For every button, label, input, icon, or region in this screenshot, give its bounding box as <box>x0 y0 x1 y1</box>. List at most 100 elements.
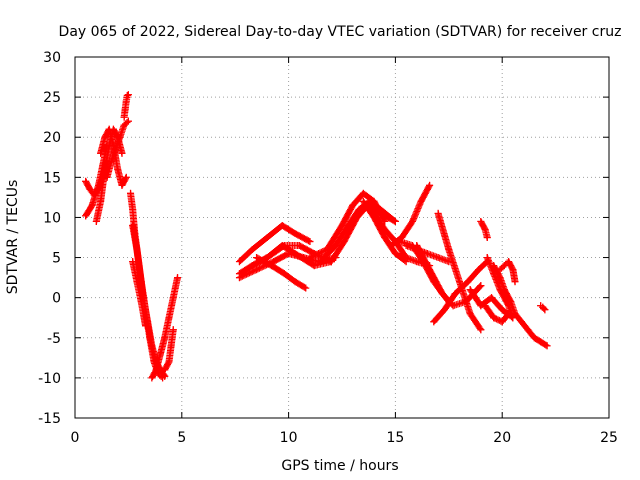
data-point <box>327 258 335 266</box>
data-point <box>505 258 513 266</box>
data-point <box>129 205 137 213</box>
data-point <box>235 258 243 266</box>
data-point <box>413 258 421 266</box>
data-point <box>402 254 410 262</box>
data-point <box>541 306 549 314</box>
y-axis-label: SDTVAR / TECUs <box>5 180 21 295</box>
data-point <box>402 242 410 250</box>
data-point <box>359 197 367 205</box>
data-point <box>477 282 485 290</box>
data-point <box>114 165 122 173</box>
data-point <box>426 266 434 274</box>
data-point <box>445 246 453 254</box>
data-point <box>438 290 446 298</box>
data-point <box>430 318 438 326</box>
data-point <box>543 342 551 350</box>
data-point <box>396 238 404 246</box>
data-point <box>338 221 346 229</box>
data-point <box>152 366 160 374</box>
data-point <box>167 342 175 350</box>
data-point <box>253 266 261 274</box>
data-point <box>120 113 128 121</box>
data-point <box>137 298 145 306</box>
axis-ticks <box>74 56 610 419</box>
series-arc-29 <box>477 217 491 241</box>
data-point <box>92 217 100 225</box>
data-point <box>253 254 261 262</box>
data-point <box>129 221 137 229</box>
data-point <box>161 334 169 342</box>
series-arc-31 <box>481 302 513 326</box>
data-point <box>112 145 120 153</box>
data-point <box>278 221 286 229</box>
data-point <box>464 278 472 286</box>
series-arc-11 <box>161 326 177 374</box>
data-point <box>479 221 487 229</box>
data-point <box>423 250 431 258</box>
y-tick-labels: -15 -10 -5 0 5 10 15 20 25 30 <box>38 50 61 427</box>
data-points <box>82 91 551 382</box>
data-point <box>317 258 325 266</box>
data-point <box>376 209 384 217</box>
data-point <box>498 318 506 326</box>
data-point <box>118 181 126 189</box>
data-point <box>511 278 519 286</box>
data-point <box>94 185 102 193</box>
data-point <box>291 229 299 237</box>
data-point <box>387 242 395 250</box>
data-point <box>449 302 457 310</box>
data-point <box>466 310 474 318</box>
y-tick-label: 10 <box>43 210 61 226</box>
chart-title: Day 065 of 2022, Sidereal Day-to-day VTE… <box>59 24 622 40</box>
data-point <box>509 266 517 274</box>
y-tick-label: 25 <box>43 90 61 106</box>
data-point <box>381 225 389 233</box>
y-tick-label: 30 <box>43 50 61 66</box>
data-point <box>426 181 434 189</box>
data-point <box>507 298 515 306</box>
series-arc-12 <box>235 221 314 266</box>
x-tick-label: 20 <box>493 430 511 446</box>
y-tick-label: 0 <box>52 291 61 307</box>
data-point <box>122 97 130 105</box>
data-point <box>133 278 141 286</box>
data-point <box>268 262 276 270</box>
data-point <box>285 250 293 258</box>
data-point <box>116 133 124 141</box>
data-point <box>82 212 90 220</box>
data-point <box>413 242 421 250</box>
data-point <box>295 242 303 250</box>
data-point <box>434 254 442 262</box>
data-point <box>124 91 132 99</box>
data-point <box>455 278 463 286</box>
data-point <box>122 173 130 181</box>
x-tick-label: 25 <box>600 430 618 446</box>
data-point <box>408 217 416 225</box>
data-point <box>490 262 498 270</box>
data-point <box>451 290 459 298</box>
y-tick-label: -10 <box>38 371 61 387</box>
data-point <box>537 338 545 346</box>
data-point <box>121 105 129 113</box>
data-point <box>496 266 504 274</box>
x-tick-label: 10 <box>280 430 298 446</box>
data-point <box>280 270 288 278</box>
series-arc-22 <box>387 181 434 250</box>
series-arc-08 <box>129 221 167 382</box>
x-tick-labels: 0 5 10 15 20 25 <box>71 430 618 446</box>
data-point <box>97 197 105 205</box>
data-point <box>165 314 173 322</box>
data-point <box>490 314 498 322</box>
data-point <box>466 286 474 294</box>
x-tick-label: 0 <box>71 430 80 446</box>
data-point <box>391 217 399 225</box>
data-point <box>156 350 164 358</box>
y-tick-label: -15 <box>38 411 61 427</box>
series-arc-06 <box>120 91 132 121</box>
data-point <box>417 197 425 205</box>
data-point <box>370 209 378 217</box>
x-tick-label: 5 <box>177 430 186 446</box>
y-tick-label: 5 <box>52 251 61 267</box>
data-point <box>481 225 489 233</box>
data-point <box>500 262 508 270</box>
